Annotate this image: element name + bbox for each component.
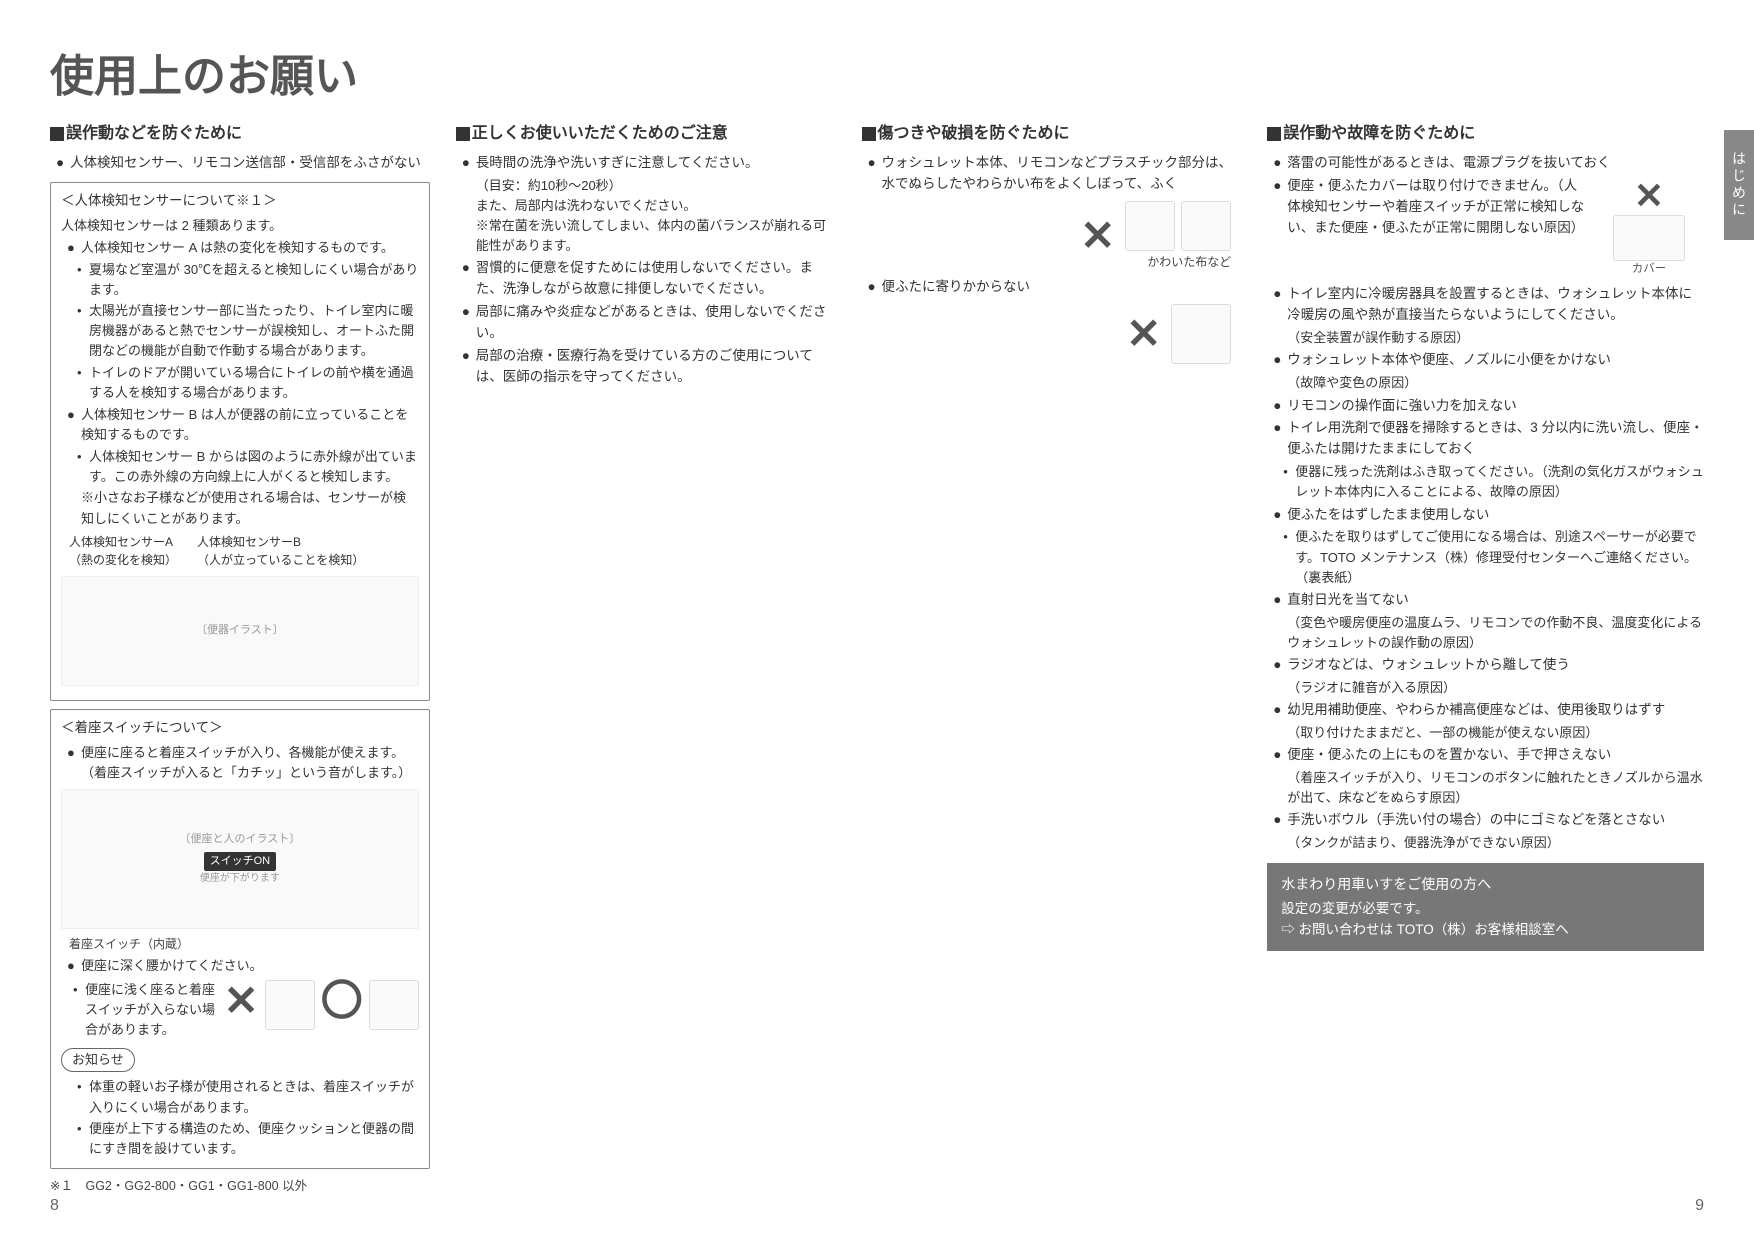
cloth-fig xyxy=(1125,201,1175,251)
seat-illustration: 〔便座と人のイラスト〕 スイッチON 便座が下がります xyxy=(61,789,419,929)
sensor-intro: 人体検知センサーは 2 種類あります。 xyxy=(61,216,419,236)
col1-header: 誤作動などを防ぐために xyxy=(50,122,430,147)
roll-fig xyxy=(1181,201,1231,251)
sensor-box-title: ＜人体検知センサーについて※１＞ xyxy=(61,191,419,212)
sensor-box: ＜人体検知センサーについて※１＞ 人体検知センサーは 2 種類あります。 ●人体… xyxy=(50,182,430,701)
col-1: 誤作動などを防ぐために ●人体検知センサー、リモコン送信部・受信部をふさがない … xyxy=(50,122,430,1210)
cross-icon: ✕ xyxy=(224,980,259,1022)
col-2: 正しくお使いいただくためのご注意 ●長時間の洗浄や洗いすぎに注意してください。 … xyxy=(456,122,836,1210)
col-3: 傷つきや破損を防ぐために ●ウォシュレット本体、リモコンなどプラスチック部分は、… xyxy=(862,122,1242,1210)
sensor-illustration: 〔便器イラスト〕 xyxy=(61,576,419,686)
sensor-labels: 人体検知センサーA （熱の変化を検知） 人体検知センサーB （人が立っていること… xyxy=(69,533,419,570)
footnote: ※１ GG2・GG2-800・GG1・GG1-800 以外 xyxy=(50,1177,430,1196)
col4-header: 誤作動や故障を防ぐために xyxy=(1267,122,1704,147)
c1-b1: 人体検知センサー、リモコン送信部・受信部をふさがない xyxy=(70,153,430,174)
col3-header: 傷つきや破損を防ぐために xyxy=(862,122,1242,147)
cross-icon: ✕ xyxy=(1080,215,1115,257)
circle-icon: 〇 xyxy=(321,980,363,1022)
shallow-sit-fig xyxy=(265,980,315,1030)
col-4: 誤作動や故障を防ぐために ●落雷の可能性があるときは、電源プラグを抜いておく ✕… xyxy=(1267,122,1704,1210)
cross-icon: ✕ xyxy=(1126,313,1161,355)
notice-pill: お知らせ xyxy=(61,1048,135,1072)
page-title: 使用上のお願い xyxy=(50,40,1704,104)
lean-fig xyxy=(1171,304,1231,364)
columns: 誤作動などを防ぐために ●人体検知センサー、リモコン送信部・受信部をふさがない … xyxy=(50,122,1704,1210)
cross-icon: ✕ xyxy=(1634,175,1664,216)
deep-sit-fig xyxy=(369,980,419,1030)
seat-fig-label: 着座スイッチ（内蔵） xyxy=(69,935,419,954)
cloth-label: かわいた布など xyxy=(1125,253,1231,272)
cover-cross-fig: ✕ カバー xyxy=(1594,178,1704,279)
page-number-left: 8 xyxy=(50,1197,59,1215)
seat-switch-box: ＜着座スイッチについて＞ ●便座に座ると着座スイッチが入り、各機能が使えます。（… xyxy=(50,709,430,1169)
page-number-right: 9 xyxy=(1695,1197,1704,1215)
col2-header: 正しくお使いいただくためのご注意 xyxy=(456,122,836,147)
cover-fig xyxy=(1613,215,1685,261)
side-tab: はじめに xyxy=(1724,130,1754,240)
seat-box-title: ＜着座スイッチについて＞ xyxy=(61,718,419,739)
wheelchair-callout: 水まわり用車いすをご使用の方へ 設定の変更が必要です。 ⇨ お問い合わせは TO… xyxy=(1267,863,1704,951)
